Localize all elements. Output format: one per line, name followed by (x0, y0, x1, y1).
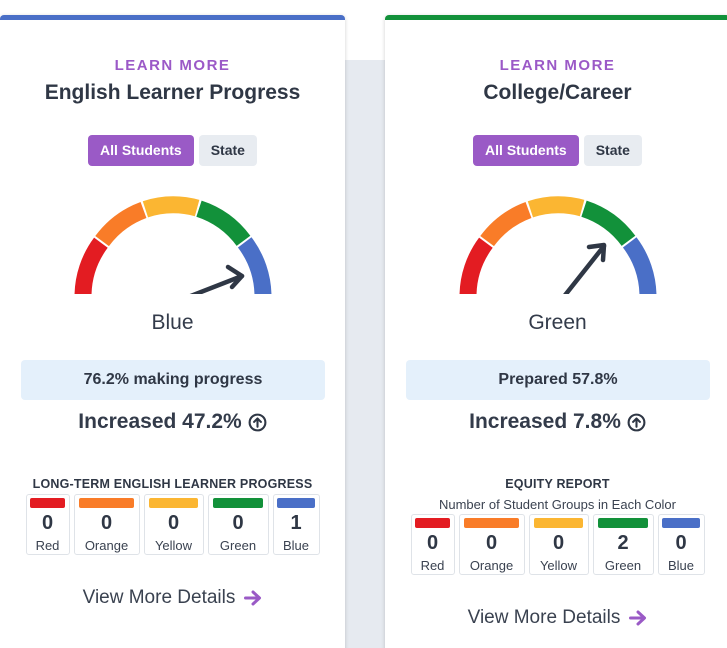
swatch-green (597, 518, 649, 528)
count-value: 1 (290, 512, 302, 534)
gauge-arc-yellow (142, 196, 200, 218)
color-name: Blue (667, 558, 695, 573)
count-value: 0 (485, 532, 498, 554)
swatch-green (212, 498, 264, 508)
gauge-arcs (74, 196, 272, 294)
gauge-arc-blue (237, 237, 272, 294)
change-indicator: Increased 47.2% (0, 410, 345, 434)
english-learner-progress-card: LEARN MORE English Learner Progress All … (0, 15, 345, 648)
learn-more-link[interactable]: LEARN MORE (499, 57, 616, 74)
count-value: 0 (552, 532, 565, 554)
color-count-yellow: 0 Yellow (143, 494, 204, 555)
swatch-yellow (533, 518, 584, 528)
gauge-arc-green (581, 200, 636, 247)
color-name: Orange (469, 558, 514, 573)
performance-gauge (459, 196, 657, 294)
learn-more-link[interactable]: LEARN MORE (114, 57, 231, 74)
gauge-arc-red (459, 237, 493, 294)
state-button[interactable]: State (198, 135, 257, 166)
details-label: View More Details (467, 607, 621, 628)
swatch-orange (464, 518, 519, 528)
change-text: Increased 47.2% (78, 410, 242, 433)
color-count-yellow: 0 Yellow (528, 514, 589, 575)
count-value: 0 (41, 512, 54, 534)
arrow-up-circle-icon (627, 413, 646, 431)
color-counts: 0 Red 0 Orange 0 Yellow 0 Green 1 Blue (0, 494, 345, 555)
gauge-arc-orange (480, 202, 532, 247)
gauge-arc-red (74, 237, 108, 294)
gauge-arc-blue (622, 237, 657, 294)
swatch-orange (79, 498, 134, 508)
gauge-needle (563, 242, 607, 294)
color-name: Red (35, 538, 60, 553)
swatch-yellow (148, 498, 199, 508)
arrow-right-icon (629, 610, 647, 626)
view-more-details-link[interactable]: View More Details (385, 607, 727, 629)
color-count-orange: 0 Orange (73, 494, 140, 555)
color-count-green: 2 Green (592, 514, 654, 575)
swatch-red (29, 498, 66, 508)
color-count-red: 0 Red (25, 494, 70, 555)
section-subheading: Number of Student Groups in Each Color (438, 497, 676, 512)
color-count-orange: 0 Orange (458, 514, 525, 575)
all-students-button[interactable]: All Students (473, 135, 579, 166)
arrow-right-icon (244, 590, 262, 606)
count-value: 0 (426, 532, 439, 554)
change-indicator: Increased 7.8% (385, 410, 727, 434)
state-button[interactable]: State (583, 135, 642, 166)
color-counts: 0 Red 0 Orange 0 Yellow 2 Green 0 Blue (385, 514, 727, 575)
metric-value: Prepared 57.8% (406, 360, 710, 400)
page-background-top (345, 0, 385, 60)
color-name: Blue (282, 538, 310, 553)
swatch-red (414, 518, 451, 528)
gauge-arc-green (196, 200, 251, 247)
student-filter-toggle: All Students State (385, 135, 727, 166)
gauge-arc-yellow (527, 196, 585, 218)
color-name: Green (219, 538, 257, 553)
count-value: 2 (617, 532, 629, 554)
metric-value: 76.2% making progress (21, 360, 325, 400)
performance-gauge (74, 196, 272, 294)
status-label: Green (528, 311, 587, 334)
color-count-green: 0 Green (207, 494, 269, 555)
count-value: 0 (100, 512, 113, 534)
card-title: English Learner Progress (44, 81, 301, 104)
color-count-red: 0 Red (410, 514, 455, 575)
gauge-needle (189, 264, 245, 294)
status-label: Blue (151, 311, 194, 334)
swatch-blue (276, 498, 316, 508)
color-name: Green (604, 558, 642, 573)
section-heading: EQUITY REPORT (505, 477, 610, 491)
all-students-button[interactable]: All Students (88, 135, 194, 166)
count-value: 0 (675, 532, 687, 554)
color-name: Yellow (539, 558, 578, 573)
page-background-gap (345, 60, 385, 648)
color-count-blue: 0 Blue (657, 514, 705, 575)
view-more-details-link[interactable]: View More Details (0, 587, 345, 609)
color-name: Yellow (154, 538, 193, 553)
color-name: Orange (84, 538, 129, 553)
college-career-card: LEARN MORE College/Career All Students S… (385, 15, 727, 648)
card-title: College/Career (483, 81, 632, 104)
color-count-blue: 1 Blue (272, 494, 320, 555)
count-value: 0 (232, 512, 244, 534)
student-filter-toggle: All Students State (0, 135, 345, 166)
count-value: 0 (167, 512, 180, 534)
color-name: Red (420, 558, 445, 573)
swatch-blue (661, 518, 701, 528)
arrow-up-circle-icon (248, 413, 267, 431)
gauge-arc-orange (95, 202, 147, 247)
gauge-arcs (459, 196, 657, 294)
details-label: View More Details (82, 587, 236, 608)
section-heading: LONG-TERM ENGLISH LEARNER PROGRESS (32, 477, 313, 491)
change-text: Increased 7.8% (469, 410, 621, 433)
